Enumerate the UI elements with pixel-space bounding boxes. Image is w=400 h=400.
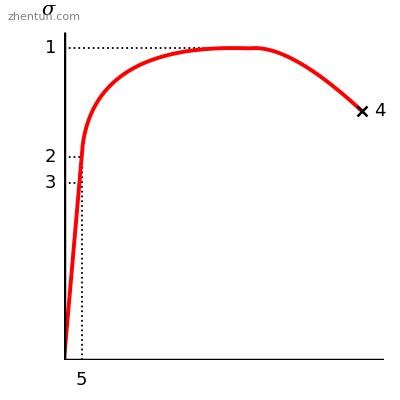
Text: 3: 3: [44, 174, 56, 192]
Text: 2: 2: [44, 148, 56, 166]
Text: 4: 4: [374, 102, 386, 120]
Text: 5: 5: [76, 372, 87, 390]
Text: σ: σ: [41, 1, 55, 19]
Text: 1: 1: [45, 40, 56, 58]
Text: zhentun.com: zhentun.com: [8, 12, 81, 22]
